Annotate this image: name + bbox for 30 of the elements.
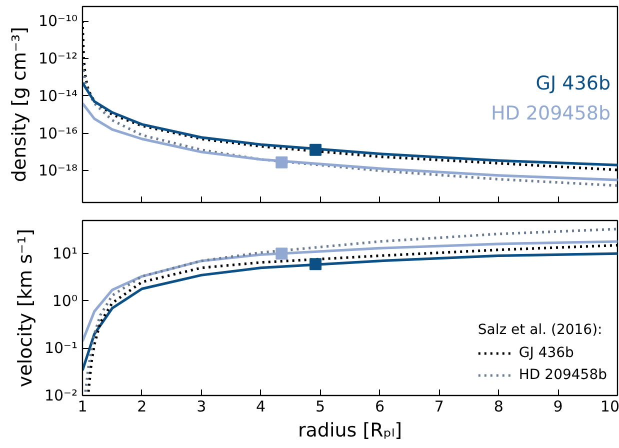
y-axis-title: velocity [km s⁻¹] — [14, 228, 36, 388]
x-tick-label: 5 — [316, 398, 326, 416]
y-tick-label: 10⁻¹⁸ — [38, 162, 78, 180]
line-series — [82, 102, 618, 182]
y-tick-label: 10⁻¹⁶ — [38, 124, 78, 142]
y-tick-label: 10⁻¹² — [38, 49, 78, 68]
legend-title: Salz et al. (2016): — [478, 322, 604, 338]
legend-label: GJ 436b — [518, 345, 574, 361]
x-tick-label: 9 — [553, 398, 563, 416]
y-tick-label: 10⁻² — [44, 386, 78, 404]
y-tick-label: 10⁻¹⁴ — [38, 86, 78, 105]
x-tick-label: 10 — [600, 398, 619, 416]
y-tick-label: 10⁻¹ — [44, 339, 78, 358]
x-tick-label: 2 — [137, 398, 147, 416]
text: GJ 436b — [536, 72, 611, 94]
text: HD 209458b — [490, 102, 611, 124]
x-tick-label: 4 — [256, 398, 266, 416]
y-tick-label: 10⁰ — [52, 292, 78, 310]
y-tick-label: 10¹ — [52, 244, 78, 263]
x-tick-label: 1 — [78, 398, 88, 416]
y-tick-label: 10⁻¹⁰ — [38, 12, 78, 30]
x-tick-label: 6 — [374, 398, 384, 416]
x-axis-title: radius [Rₚₗ] — [298, 420, 402, 442]
x-tick-label: 8 — [494, 398, 504, 416]
x-tick-label: 3 — [196, 398, 206, 416]
y-axis-title: density [g cm⁻³] — [8, 26, 30, 182]
x-tick-label: 7 — [434, 398, 444, 416]
legend-label: HD 209458b — [518, 367, 607, 383]
line-series — [82, 62, 618, 187]
line-series — [82, 240, 618, 343]
